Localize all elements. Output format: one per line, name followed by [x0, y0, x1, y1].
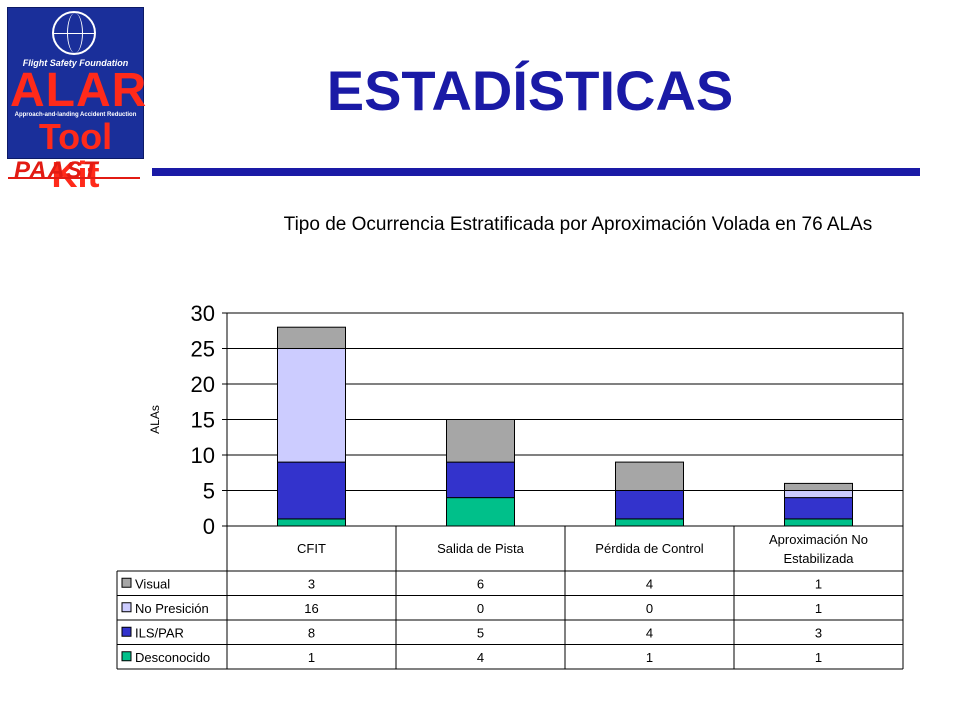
legend-key [121, 577, 132, 588]
y-tick-label: 25 [191, 337, 215, 362]
table-cell: 0 [646, 601, 653, 616]
table-cell: 8 [308, 625, 315, 640]
y-tick-label: 20 [191, 372, 215, 397]
legend-key [121, 651, 132, 662]
bar-segment [446, 461, 515, 499]
legend-label: No Presición [135, 601, 209, 616]
bar-segment [277, 348, 346, 463]
alar-toolkit-logo: Flight Safety Foundation ALAR Approach-a… [7, 7, 148, 194]
y-tick-label: 0 [203, 514, 215, 539]
table-cell: 1 [815, 601, 822, 616]
logo-toolkit: Tool Kit [38, 116, 113, 195]
table-cell: 4 [646, 625, 653, 640]
table-cell: 1 [646, 650, 653, 665]
bar-segment [615, 518, 684, 527]
legend-label: Desconocido [135, 650, 210, 665]
category-label: Aproximación No [769, 532, 868, 547]
table-cell: 4 [477, 650, 484, 665]
bar-segment [277, 518, 346, 527]
table-cell: 1 [815, 576, 822, 591]
bar-segment [446, 497, 515, 527]
legend-label: Visual [135, 576, 170, 591]
table-cell: 1 [815, 650, 822, 665]
bar-segment [615, 461, 684, 492]
table-cell: 3 [308, 576, 315, 591]
bar-segment [784, 518, 853, 527]
logo-org: Flight Safety Foundation [22, 58, 129, 68]
y-axis-label: ALAs [148, 405, 162, 434]
table-cell: 3 [815, 625, 822, 640]
chart-title: Tipo de Ocurrencia Estratificada por Apr… [283, 214, 873, 235]
table-cell: 16 [304, 601, 318, 616]
legend-key [121, 626, 132, 637]
bar-segment [277, 461, 346, 520]
table-cell: 5 [477, 625, 484, 640]
category-label: Estabilizada [783, 551, 854, 566]
legend-key [121, 602, 132, 613]
bar-segment [615, 490, 684, 520]
y-tick-label: 10 [191, 443, 215, 468]
bar-segment [446, 419, 515, 463]
y-tick-label: 5 [203, 479, 215, 504]
legend-label: ILS/PAR [135, 625, 184, 640]
bar-segment [784, 482, 853, 491]
table-cell: 4 [646, 576, 653, 591]
table-cell: 1 [308, 650, 315, 665]
table-cell: 0 [477, 601, 484, 616]
bar-segment [784, 490, 853, 499]
bar-segment [784, 497, 853, 520]
bar-segment [277, 326, 346, 350]
y-tick-label: 15 [191, 408, 215, 433]
table-cell: 6 [477, 576, 484, 591]
paast-underline [8, 177, 140, 179]
title-rule [152, 168, 920, 176]
y-tick-label: 30 [191, 301, 215, 326]
page-title: ESTADÍSTICAS [326, 59, 734, 122]
category-label: Salida de Pista [437, 541, 524, 556]
category-label: CFIT [297, 541, 326, 556]
category-label: Pérdida de Control [595, 541, 704, 556]
logo-subtitle: Approach-and-landing Accident Reduction [14, 112, 137, 118]
globe-icon [52, 11, 96, 55]
logo-alar: ALAR [10, 64, 148, 117]
